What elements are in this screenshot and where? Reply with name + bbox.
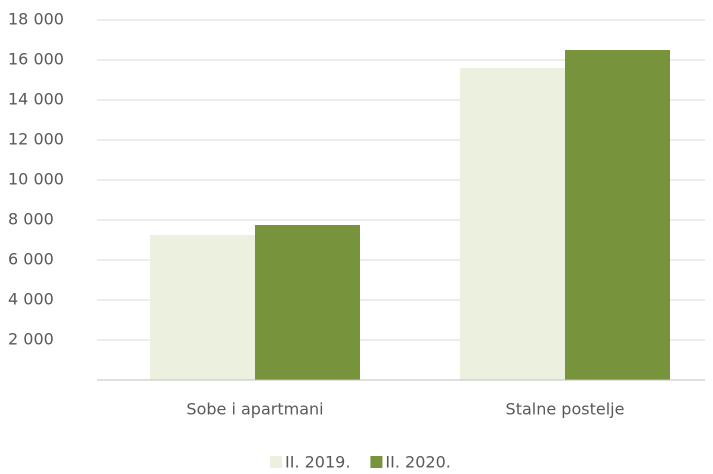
y-tick-label: 10 000 <box>8 170 64 189</box>
bar <box>255 225 360 380</box>
y-tick-label: 8 000 <box>8 210 54 229</box>
y-tick-label: 14 000 <box>8 90 64 109</box>
y-tick-label: 18 000 <box>8 10 64 29</box>
legend-label: II. 2020. <box>385 453 450 472</box>
legend-swatch <box>370 456 383 468</box>
y-tick-label: 2 000 <box>8 330 54 349</box>
bar <box>565 50 670 380</box>
y-tick-label: 16 000 <box>8 50 64 69</box>
legend-label: II. 2019. <box>285 453 350 472</box>
bar <box>460 68 565 380</box>
bar <box>150 235 255 380</box>
legend-swatch <box>270 456 282 468</box>
y-tick-label: 6 000 <box>8 250 54 269</box>
y-tick-label: 12 000 <box>8 130 64 149</box>
y-tick-label: 4 000 <box>8 290 54 309</box>
x-tick-label: Sobe i apartmani <box>186 400 323 419</box>
x-tick-label: Stalne postelje <box>506 400 625 419</box>
